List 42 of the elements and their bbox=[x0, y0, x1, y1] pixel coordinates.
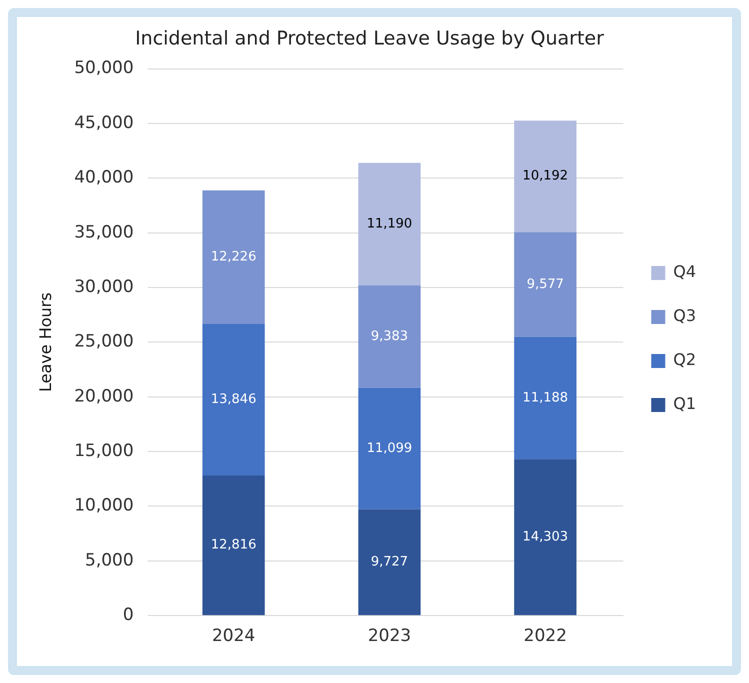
data-label: 9,383 bbox=[370, 328, 408, 344]
legend-label: Q3 bbox=[673, 306, 696, 326]
legend-label: Q4 bbox=[673, 262, 696, 282]
y-tick-label: 45,000 bbox=[74, 112, 134, 133]
data-label: 13,846 bbox=[210, 392, 256, 408]
x-tick-label: 2023 bbox=[368, 626, 412, 646]
x-tick-label: 2024 bbox=[212, 626, 256, 646]
bar bbox=[358, 509, 421, 616]
data-label: 9,727 bbox=[370, 554, 408, 570]
y-axis-title: Leave Hours bbox=[36, 292, 55, 392]
chart-title: Incidental and Protected Leave Usage by Quarter bbox=[135, 27, 604, 50]
data-label: 10,192 bbox=[522, 168, 568, 184]
data-label: 11,190 bbox=[366, 216, 412, 232]
bar bbox=[202, 190, 265, 324]
y-tick-label: 50,000 bbox=[74, 58, 134, 78]
bar bbox=[202, 324, 265, 476]
data-label: 12,816 bbox=[210, 538, 256, 553]
bar bbox=[358, 285, 421, 388]
data-label: 11,188 bbox=[522, 390, 568, 406]
y-tick-label: 40,000 bbox=[74, 168, 134, 188]
bar bbox=[358, 388, 421, 510]
y-tick-label: 20,000 bbox=[74, 386, 134, 406]
data-label: 14,303 bbox=[522, 530, 568, 545]
y-tick-label: 30,000 bbox=[74, 276, 134, 297]
y-tick-label: 15,000 bbox=[74, 440, 134, 461]
legend-label: Q1 bbox=[673, 394, 696, 414]
y-tick-label: 0 bbox=[122, 605, 134, 626]
y-tick-label: 25,000 bbox=[74, 332, 134, 352]
data-label: 12,226 bbox=[210, 250, 256, 265]
legend-label: Q2 bbox=[673, 350, 696, 370]
bar bbox=[202, 475, 265, 616]
bar bbox=[514, 120, 576, 232]
bar bbox=[514, 336, 576, 460]
bar bbox=[358, 162, 421, 286]
data-label: 9,577 bbox=[526, 276, 564, 292]
y-tick-label: 10,000 bbox=[74, 496, 134, 516]
y-tick-label: 5,000 bbox=[85, 550, 134, 570]
data-label: 11,099 bbox=[366, 440, 412, 456]
bar bbox=[514, 232, 576, 337]
x-tick-label: 2022 bbox=[524, 626, 567, 646]
bar bbox=[514, 459, 576, 616]
y-tick-label: 35,000 bbox=[74, 222, 134, 242]
